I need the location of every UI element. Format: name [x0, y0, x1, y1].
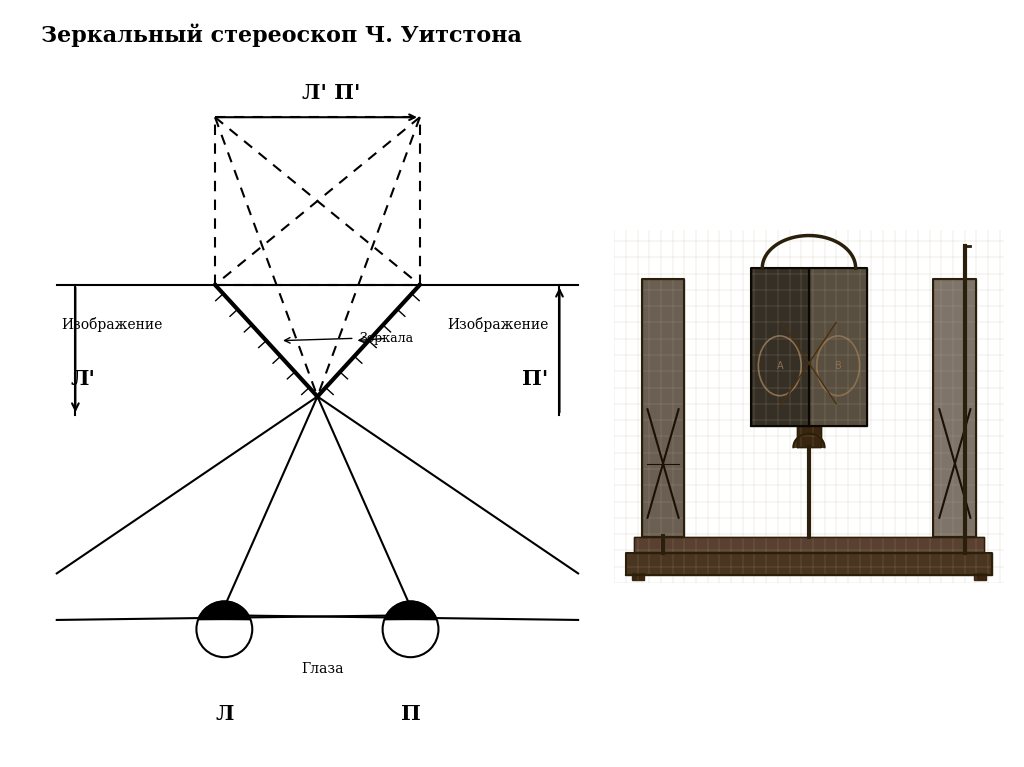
Polygon shape: [626, 553, 992, 574]
Polygon shape: [934, 279, 976, 537]
Text: Глаза: Глаза: [301, 662, 343, 676]
Polygon shape: [809, 268, 867, 426]
Text: Л: Л: [215, 704, 233, 724]
Text: B: B: [835, 360, 842, 370]
Polygon shape: [634, 537, 984, 553]
Text: П: П: [400, 704, 421, 724]
Polygon shape: [798, 426, 820, 447]
Polygon shape: [751, 268, 809, 426]
Polygon shape: [199, 601, 251, 620]
Text: Л' П': Л' П': [302, 84, 360, 104]
Text: Изображение: Изображение: [61, 318, 163, 332]
Polygon shape: [384, 601, 436, 620]
Polygon shape: [632, 573, 643, 580]
Text: A: A: [776, 360, 783, 370]
Polygon shape: [975, 573, 986, 580]
Text: Зеркальный стереоскоп Ч. Уитстона: Зеркальный стереоскоп Ч. Уитстона: [41, 23, 522, 47]
Polygon shape: [794, 433, 824, 447]
Text: Зеркала: Зеркала: [359, 332, 414, 345]
Text: Л': Л': [71, 369, 95, 389]
Text: П': П': [522, 369, 549, 389]
Polygon shape: [642, 279, 684, 537]
Text: Изображение: Изображение: [447, 318, 549, 332]
